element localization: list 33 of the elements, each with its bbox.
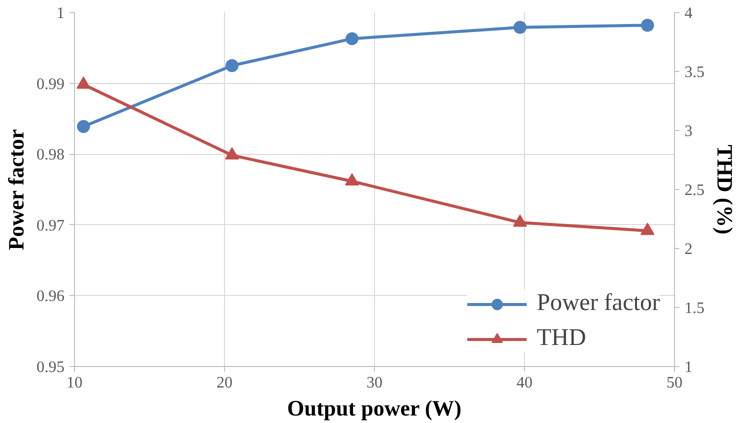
point bbox=[77, 120, 90, 133]
point bbox=[514, 20, 526, 34]
x-tick-label: 30 bbox=[366, 374, 382, 392]
y-tick-label: 0.95 bbox=[36, 359, 64, 376]
point bbox=[345, 173, 359, 186]
y-tick-label: 0.98 bbox=[36, 146, 64, 164]
point bbox=[513, 214, 527, 227]
x-axis-title: Output power (W) bbox=[287, 396, 462, 420]
point bbox=[76, 76, 90, 89]
x-tick-label: 20 bbox=[216, 374, 232, 392]
y-tick-label: 0.96 bbox=[36, 288, 64, 306]
y-tick-label: 0.99 bbox=[36, 76, 64, 93]
y2-tick-label: 1.5 bbox=[684, 300, 704, 317]
y2-axis-title: THD (%) bbox=[712, 144, 738, 234]
point bbox=[225, 147, 239, 160]
legend-label: THD bbox=[536, 325, 586, 352]
y2-tick-label: 2.5 bbox=[684, 182, 704, 199]
y-tick-label: 0.97 bbox=[36, 217, 64, 234]
point bbox=[641, 18, 654, 32]
y-tick-label: 1 bbox=[56, 5, 64, 22]
point bbox=[640, 222, 654, 236]
y2-tick-label: 4 bbox=[684, 5, 692, 22]
y2-tick-label: 3 bbox=[684, 123, 692, 140]
y2-tick-label: 1 bbox=[684, 359, 692, 376]
x-tick-label: 10 bbox=[66, 374, 82, 392]
x-tick-label: 50 bbox=[666, 374, 682, 392]
y2-tick-label: 2 bbox=[684, 241, 692, 258]
point bbox=[226, 59, 238, 72]
y-axis-title: Power factor bbox=[4, 128, 28, 250]
x-tick-label: 40 bbox=[516, 374, 532, 392]
point bbox=[346, 32, 358, 46]
y2-tick-label: 3.5 bbox=[684, 64, 704, 81]
legend-label: Power factor bbox=[536, 290, 660, 317]
